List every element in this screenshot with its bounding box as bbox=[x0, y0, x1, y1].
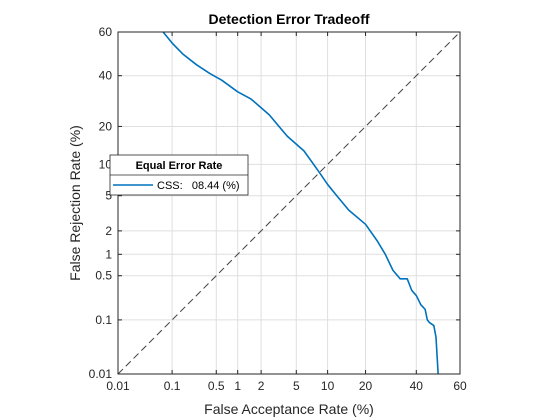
ticks: 0.01 0.1 0.5 1 2 5 10 20 40 60 0.01 0.1 0.5 1 2 5 10 20 40… bbox=[89, 25, 467, 393]
y-tick-label: 0.5 bbox=[95, 269, 112, 283]
y-tick-label: 20 bbox=[99, 119, 113, 133]
reference-diagonal-line bbox=[117, 31, 461, 375]
x-tick-label: 0.5 bbox=[208, 379, 225, 393]
y-tick-label: 0.01 bbox=[89, 367, 113, 381]
y-tick-label: 60 bbox=[99, 25, 113, 39]
x-tick-label: 10 bbox=[321, 379, 335, 393]
y-axis-title: False Rejection Rate (%) bbox=[67, 125, 83, 281]
legend-entry-css: CSS: 08.44 (%) bbox=[157, 180, 240, 192]
chart-title: Detection Error Tradeoff bbox=[208, 11, 369, 27]
plot-frame bbox=[117, 31, 461, 375]
x-axis-title: False Acceptance Rate (%) bbox=[204, 401, 374, 417]
legend-title: Equal Error Rate bbox=[136, 160, 223, 172]
grid bbox=[117, 31, 461, 375]
x-tick-label: 0.1 bbox=[164, 379, 181, 393]
y-tick-label: 0.1 bbox=[95, 313, 112, 327]
y-tick-label: 10 bbox=[99, 157, 113, 171]
x-tick-label: 20 bbox=[359, 379, 373, 393]
y-tick-label: 2 bbox=[105, 224, 112, 238]
det-curve-css bbox=[162, 31, 439, 375]
y-tick-label: 5 bbox=[105, 189, 112, 203]
x-tick-label: 5 bbox=[293, 379, 300, 393]
x-tick-label: 40 bbox=[410, 379, 424, 393]
x-tick-label: 1 bbox=[234, 379, 241, 393]
y-tick-label: 40 bbox=[99, 69, 113, 83]
y-tick-label: 1 bbox=[105, 247, 112, 261]
x-tick-label: 2 bbox=[258, 379, 265, 393]
series-layer bbox=[117, 31, 461, 375]
x-tick-label: 0.01 bbox=[106, 379, 130, 393]
legend: Equal Error Rate CSS: 08.44 (%) bbox=[109, 154, 249, 196]
x-tick-label: 60 bbox=[453, 379, 467, 393]
